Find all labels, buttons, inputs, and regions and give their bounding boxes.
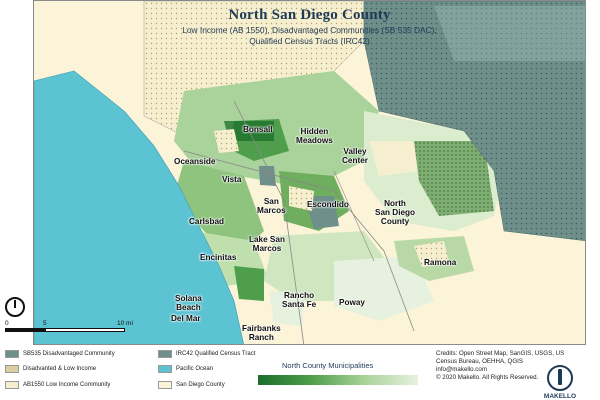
dac-low-income-swatch-icon [5,365,19,373]
credits-line1: Credits: Open Street Map, SanGIS, USGS, … [436,350,565,357]
scale-label-0: 0 [5,320,9,327]
place-label-vista: Vista [222,175,242,184]
credits-line4: © 2020 Makello. All Rights Reserved. [436,374,539,381]
san-marcos-ab1550-area [289,186,314,211]
solana-beach-region [234,266,264,301]
place-label-poway: Poway [339,298,365,307]
legend-item-dac-low-income: Disadvanted & Low Income [5,365,96,373]
vista-irc42-area [259,166,276,186]
place-label-carlsbad: Carlsbad [189,217,225,226]
place-label-valley-center: Valley Center [342,147,368,165]
place-label-solana-beach: Solana Beach [175,294,202,312]
legend-label-sb535: SB535 Disadvantaged Community [23,351,115,357]
scale-label-5: 5 [43,320,47,327]
legend-label-ab1550: AB1550 Low Income Community [23,382,111,388]
road-line [233,100,305,344]
pacific-swatch-icon [158,365,172,373]
place-label-lake-san-marcos: Lake San Marcos [249,235,285,253]
place-label-ramona: Ramona [424,258,457,267]
map-subtitle-line2: Qualified Census Tracts (IRC42) [249,36,370,46]
legend-item-pacific: Pacific Ocean [158,365,213,373]
place-label-fairbanks-ranch: Fairbanks Ranch [242,324,281,342]
credits: Credits: Open Street Map, SanGIS, USGS, … [436,350,566,382]
makello-logo: MAKELLO [543,365,577,400]
scale-bar: 0 5 10 mi [5,320,145,334]
place-label-bonsall: Bonsall [243,125,273,134]
legend: SB535 Disadvantaged Community Disadvante… [0,345,600,400]
place-label-rancho-santa-fe: Rancho Santa Fe [282,291,317,309]
place-label-hidden-meadows: Hidden Meadows [296,127,333,145]
oceanside-ab1550-area [214,129,239,153]
legend-item-sb535: SB535 Disadvantaged Community [5,350,115,358]
makello-logo-text: MAKELLO [543,393,577,400]
makello-logo-icon [547,365,573,391]
irc42-swatch-icon [158,350,172,358]
pacific-ocean [34,70,244,344]
municipality-region-poway [334,256,434,321]
irc42-east-area [363,1,585,242]
ab1550-swatch-icon [5,381,19,389]
place-label-oceanside: Oceanside [174,157,216,166]
map-canvas[interactable] [34,1,586,345]
legend-item-irc42: IRC42 Qualified Census Tract [158,350,255,358]
escondido-irc42-area [304,196,339,229]
place-label-north-san-diego-county: North San Diego County [375,199,416,226]
place-label-escondido: Escondido [307,200,349,209]
legend-label-sd-county: San Diego County [176,382,225,388]
sb535-swatch-icon [5,350,19,358]
legend-label-irc42: IRC42 Qualified Census Tract [176,351,256,357]
road-line [183,150,415,332]
north-arrow-icon [5,297,25,317]
map-subtitle-line1: Low Income (AB 1550), Disadvantaged Comm… [182,25,437,35]
legend-label-dac-low-income: Disadvanted & Low Income [23,366,97,372]
legend-label-pacific: Pacific Ocean [176,366,214,372]
place-label-encinitas: Encinitas [200,253,237,262]
place-label-san-marcos: San Marcos [257,197,286,215]
ramona-ab1550-area [414,241,449,267]
credits-line3: info@makello.com [436,366,487,373]
map-title: North San Diego County [228,7,391,23]
scale-label-10: 10 mi [117,320,133,327]
irc42-east-highlight [434,6,585,61]
scale-bar-segment-light [45,328,125,332]
place-label-del-mar: Del Mar [171,314,201,323]
municipality-region-carlsbad [174,161,264,261]
legend-label-municipalities: North County Municipalities [282,361,374,370]
map-frame[interactable]: North San Diego County Low Income (AB 15… [33,0,586,345]
valley-center-area [369,141,419,176]
municipalities-gradient [258,375,418,385]
legend-item-sd-county: San Diego County [158,381,225,389]
north-county-rural-area [414,141,494,216]
scale-bar-segment-dark [5,328,45,332]
road-line [333,170,375,262]
fairbanks-ranch-region [269,291,304,326]
legend-item-ab1550: AB1550 Low Income Community [5,381,110,389]
credits-line2: Census Bureau, OEHHA, QGIS [436,358,524,365]
sd-county-swatch-icon [158,381,172,389]
map-title-block: North San Diego County Low Income (AB 15… [34,1,585,46]
